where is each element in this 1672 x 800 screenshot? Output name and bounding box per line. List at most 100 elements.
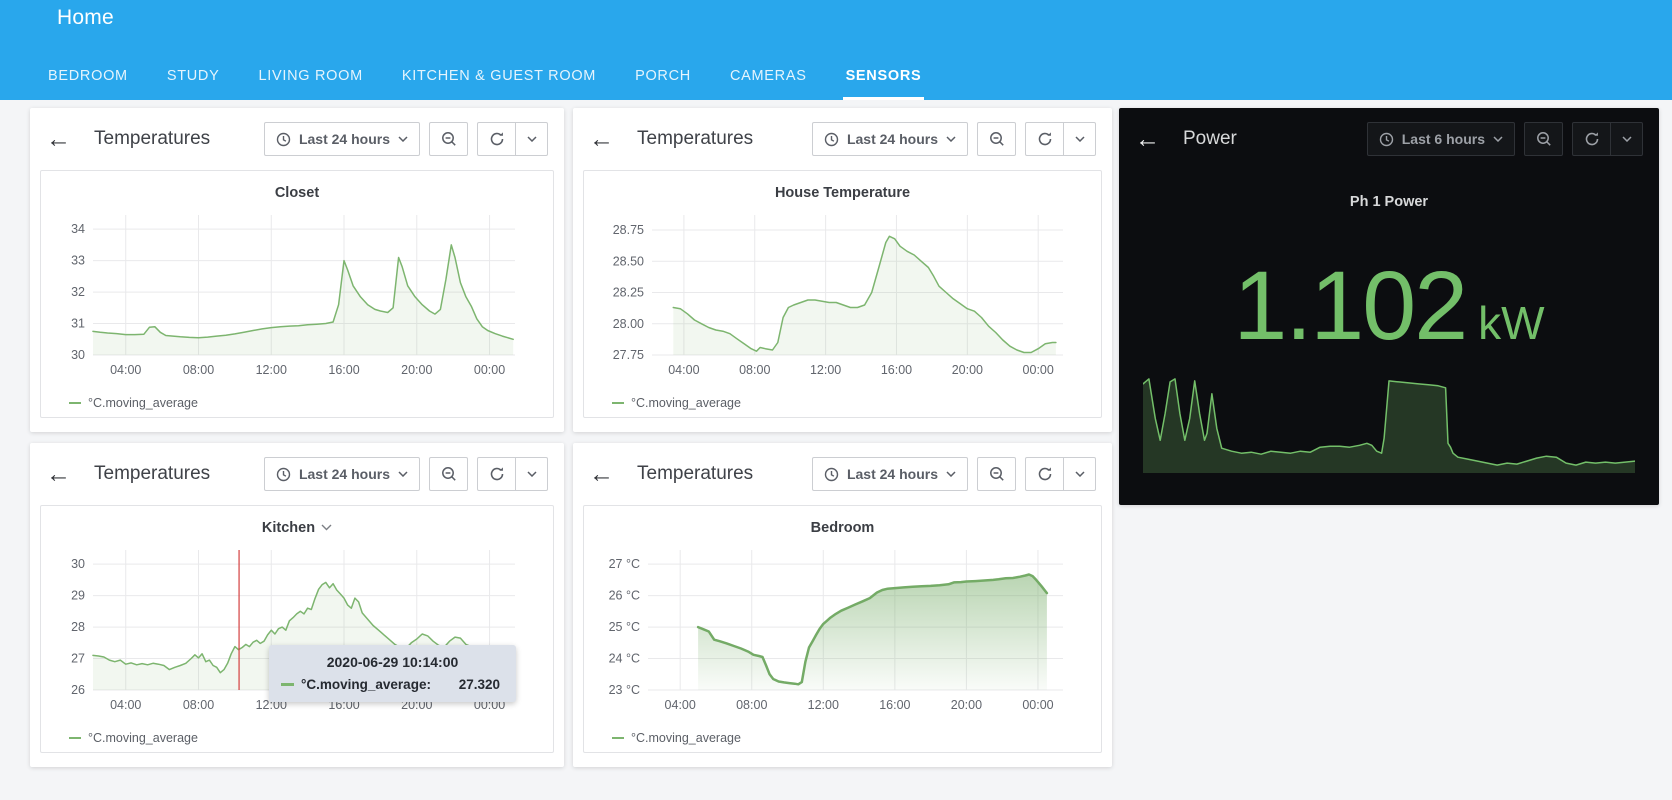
time-range-button[interactable]: Last 24 hours: [263, 457, 420, 491]
refresh-split-button: [1572, 122, 1643, 156]
time-range-button[interactable]: Last 6 hours: [1366, 122, 1515, 156]
zoom-out-button[interactable]: [429, 457, 468, 491]
chart-card-house: House Temperature 27.75 28.00 28.25 28.50 28…: [583, 170, 1102, 418]
power-value-unit: kW: [1478, 297, 1545, 349]
clock-icon: [824, 467, 839, 481]
panel-controls: Last 24 hours: [811, 457, 1096, 491]
refresh-icon: [1585, 132, 1598, 146]
svg-text:12:00: 12:00: [808, 698, 839, 712]
svg-text:00:00: 00:00: [1023, 363, 1054, 377]
legend-item[interactable]: °C.moving_average: [612, 731, 741, 745]
zoom-out-button[interactable]: [1524, 122, 1563, 156]
time-range-button[interactable]: Last 24 hours: [811, 122, 968, 156]
svg-text:29: 29: [71, 589, 85, 603]
panel-title: Temperatures: [637, 128, 754, 149]
svg-text:28.75: 28.75: [613, 223, 644, 237]
time-range-label: Last 24 hours: [298, 131, 390, 147]
time-range-button[interactable]: Last 24 hours: [811, 457, 968, 491]
chevron-down-icon: [1074, 471, 1085, 477]
svg-text:16:00: 16:00: [881, 363, 912, 377]
tab-porch[interactable]: PORCH: [635, 68, 691, 84]
legend-item[interactable]: °C.moving_average: [69, 396, 198, 410]
tab-living-room[interactable]: LIVING ROOM: [258, 68, 363, 84]
clock-icon: [276, 467, 291, 481]
refresh-interval-button[interactable]: [1063, 457, 1096, 491]
zoom-out-icon: [1536, 132, 1551, 146]
back-arrow-icon[interactable]: ←: [589, 124, 614, 153]
refresh-button[interactable]: [1025, 122, 1064, 156]
zoom-out-button[interactable]: [977, 122, 1016, 156]
panel-temperatures-house: ← Temperatures Last 24 hours: [573, 108, 1112, 432]
back-arrow-icon[interactable]: ←: [46, 124, 71, 153]
panel-temperatures-closet: ← Temperatures Last 24 hours: [30, 108, 564, 432]
zoom-out-icon: [989, 132, 1004, 146]
svg-text:04:00: 04:00: [665, 698, 696, 712]
power-current-value: 1.102 kW: [1119, 250, 1659, 362]
refresh-interval-button[interactable]: [1610, 122, 1643, 156]
svg-text:08:00: 08:00: [183, 698, 214, 712]
tab-cameras[interactable]: CAMERAS: [729, 68, 807, 84]
svg-text:08:00: 08:00: [736, 698, 767, 712]
tooltip-series-swatch: [281, 683, 294, 686]
chevron-down-icon: [946, 136, 956, 142]
chart-title: Bedroom: [810, 519, 875, 536]
panel-title: Temperatures: [637, 463, 754, 484]
refresh-icon: [1038, 467, 1051, 481]
chevron-down-icon: [526, 471, 537, 477]
svg-text:16:00: 16:00: [328, 363, 359, 377]
tab-kitchen-guest-room[interactable]: KITCHEN & GUEST ROOM: [401, 68, 597, 84]
chart-title: Ph 1 Power: [1349, 194, 1429, 210]
panel-header: ← Temperatures Last 24 hours: [30, 108, 564, 170]
panel-header: ← Temperatures Last 24 hours: [573, 108, 1112, 170]
panel-temperatures-kitchen: ← Temperatures Last 24 hours: [30, 443, 564, 767]
bedroom-chart[interactable]: 23 °C 24 °C 25 °C 26 °C 27 °C 04:00 08:00 12:00…: [596, 542, 1089, 718]
time-range-label: Last 24 hours: [846, 466, 938, 482]
closet-chart[interactable]: 30 31 32 33 34 04:00 08:00 12:00 16:00 20:00 00:00: [53, 207, 541, 383]
svg-text:04:00: 04:00: [668, 363, 699, 377]
tab-bedroom[interactable]: BEDROOM: [48, 68, 128, 84]
svg-text:27.75: 27.75: [613, 348, 644, 362]
refresh-interval-button[interactable]: [515, 122, 548, 156]
panel-temperatures-bedroom: ← Temperatures Last 24 hours: [573, 443, 1112, 767]
refresh-button[interactable]: [1572, 122, 1611, 156]
panel-controls: Last 24 hours: [811, 122, 1096, 156]
refresh-button[interactable]: [477, 457, 516, 491]
refresh-button[interactable]: [1025, 457, 1064, 491]
svg-text:23 °C: 23 °C: [609, 683, 640, 697]
power-sparkline[interactable]: [1143, 365, 1635, 473]
svg-text:08:00: 08:00: [739, 363, 770, 377]
legend-item[interactable]: °C.moving_average: [612, 396, 741, 410]
svg-text:04:00: 04:00: [110, 363, 141, 377]
tab-study[interactable]: STUDY: [166, 68, 220, 84]
legend-series-swatch: [69, 402, 81, 404]
house-temperature-chart[interactable]: 27.75 28.00 28.25 28.50 28.75 04:00 08:00 12:00…: [596, 207, 1089, 383]
power-value-number: 1.102: [1233, 251, 1468, 360]
panel-menu-chevron-icon[interactable]: [321, 524, 332, 531]
svg-text:00:00: 00:00: [474, 363, 505, 377]
refresh-split-button: [1025, 122, 1096, 156]
refresh-interval-button[interactable]: [515, 457, 548, 491]
tab-sensors[interactable]: SENSORS: [842, 68, 925, 100]
clock-icon: [1379, 132, 1393, 146]
svg-text:26: 26: [71, 683, 85, 697]
legend-item[interactable]: °C.moving_average: [69, 731, 198, 745]
time-range-button[interactable]: Last 24 hours: [263, 122, 420, 156]
refresh-button[interactable]: [477, 122, 516, 156]
zoom-out-button[interactable]: [977, 457, 1016, 491]
chevron-down-icon: [946, 471, 956, 477]
tooltip-series-name: °C.moving_average:: [301, 677, 431, 692]
chart-title: House Temperature: [774, 184, 911, 201]
refresh-icon: [1038, 132, 1051, 146]
zoom-out-icon: [441, 467, 456, 481]
zoom-out-button[interactable]: [429, 122, 468, 156]
svg-text:26 °C: 26 °C: [609, 589, 640, 603]
svg-text:28.25: 28.25: [613, 286, 644, 300]
back-arrow-icon[interactable]: ←: [589, 459, 614, 488]
refresh-interval-button[interactable]: [1063, 122, 1096, 156]
refresh-split-button: [1025, 457, 1096, 491]
back-arrow-icon[interactable]: ←: [1135, 124, 1160, 153]
back-arrow-icon[interactable]: ←: [46, 459, 71, 488]
legend-series-label: °C.moving_average: [631, 731, 741, 745]
svg-text:20:00: 20:00: [951, 698, 982, 712]
legend-series-label: °C.moving_average: [88, 396, 198, 410]
